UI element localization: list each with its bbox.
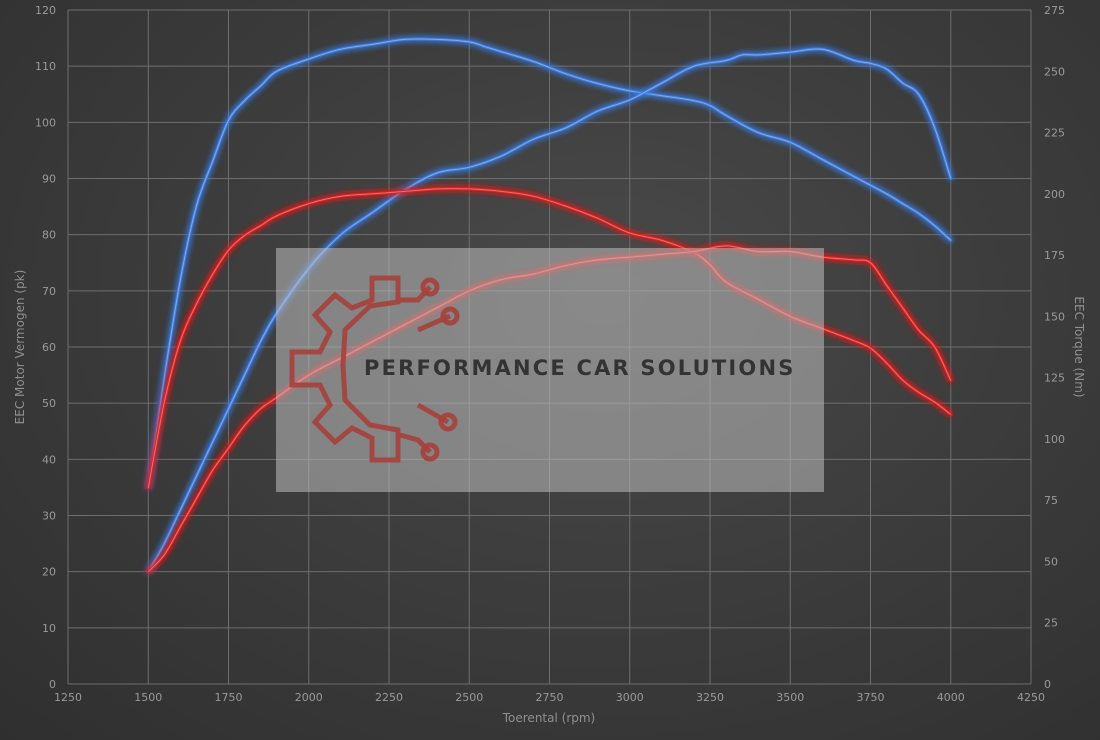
y-right-tick-label: 250 [1044, 65, 1065, 78]
y-right-tick-label: 275 [1044, 4, 1065, 17]
y-right-axis-title: EEC Torque (Nm) [1072, 296, 1086, 397]
x-tick-label: 3500 [776, 691, 804, 704]
y-right-tick-label: 200 [1044, 188, 1065, 201]
y-left-tick-label: 20 [42, 566, 56, 579]
y-left-tick-label: 70 [42, 285, 56, 298]
y-left-tick-label: 50 [42, 397, 56, 410]
y-right-tick-label: 75 [1044, 494, 1058, 507]
x-tick-label: 3250 [696, 691, 724, 704]
x-tick-label: 2500 [455, 691, 483, 704]
gear-logo-icon [289, 275, 460, 463]
x-tick-label: 1500 [134, 691, 162, 704]
x-tick-label: 4000 [937, 691, 965, 704]
x-tick-label: 1250 [54, 691, 82, 704]
watermark-panel [276, 248, 824, 492]
watermark-text: PERFORMANCE CAR SOLUTIONS [364, 356, 796, 380]
x-tick-label: 1750 [215, 691, 243, 704]
y-right-tick-label: 25 [1044, 617, 1058, 630]
y-left-tick-label: 30 [42, 510, 56, 523]
y-right-tick-label: 175 [1044, 249, 1065, 262]
y-left-tick-label: 0 [49, 678, 56, 691]
series-line-red-torque [146, 187, 953, 490]
y-left-axis-ticks: 0 10 20 30 40 50 60 70 80 90 100 110 120 [35, 4, 56, 691]
x-tick-label: 2750 [536, 691, 564, 704]
y-right-axis-ticks: 0 25 50 75 100 125 150 175 200 225 250 275 [1044, 4, 1065, 691]
y-left-tick-label: 110 [35, 60, 56, 73]
y-right-tick-label: 50 [1044, 555, 1058, 568]
series-line-blue-power [146, 47, 953, 574]
y-left-tick-label: 10 [42, 622, 56, 635]
series-line-highlight [147, 48, 952, 572]
y-right-tick-label: 100 [1044, 433, 1065, 446]
y-left-tick-label: 100 [35, 116, 56, 129]
y-right-tick-label: 225 [1044, 127, 1065, 140]
y-right-tick-label: 0 [1044, 678, 1051, 691]
x-tick-label: 3000 [616, 691, 644, 704]
y-left-tick-label: 90 [42, 173, 56, 186]
y-right-tick-label: 125 [1044, 372, 1065, 385]
y-right-tick-label: 150 [1044, 310, 1065, 323]
y-left-tick-label: 40 [42, 453, 56, 466]
x-axis-ticks: 1250 1500 1750 2000 2250 2500 2750 3000 3250 3500… [54, 691, 1045, 704]
x-tick-label: 4250 [1017, 691, 1045, 704]
x-tick-label: 3750 [857, 691, 885, 704]
y-left-tick-label: 80 [42, 229, 56, 242]
y-left-tick-label: 120 [35, 4, 56, 17]
series-line-highlight [147, 38, 952, 488]
x-tick-label: 2250 [375, 691, 403, 704]
series-line-highlight [147, 188, 952, 488]
x-tick-label: 2000 [295, 691, 323, 704]
watermark: PERFORMANCE CAR SOLUTIONS [276, 248, 824, 492]
y-left-tick-label: 60 [42, 341, 56, 354]
x-axis-title: Toerental (rpm) [502, 711, 595, 725]
series-line-blue-torque [146, 37, 953, 490]
y-left-axis-title: EEC Motor Vermogen (pk) [13, 270, 27, 425]
